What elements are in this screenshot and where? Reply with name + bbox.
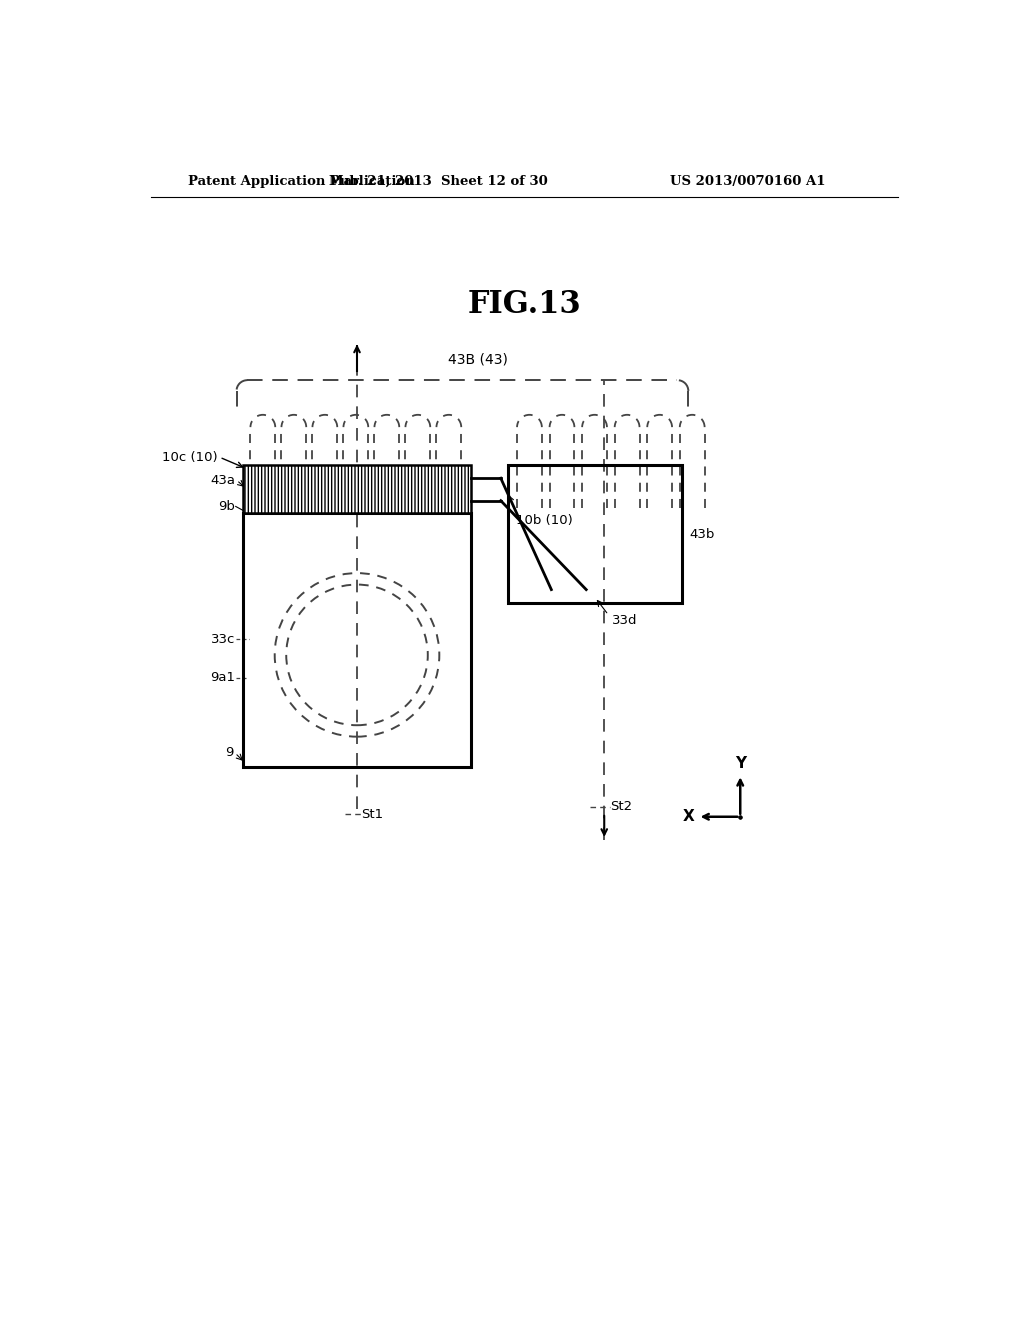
Text: FIG.13: FIG.13 — [468, 289, 582, 321]
Text: 43B (43): 43B (43) — [447, 352, 508, 367]
Bar — [508, 465, 682, 603]
Text: 10c (10): 10c (10) — [162, 450, 218, 463]
Text: 33c: 33c — [211, 634, 234, 645]
Text: St2: St2 — [610, 800, 633, 813]
Text: St1: St1 — [360, 808, 383, 821]
Text: 9b: 9b — [218, 500, 234, 513]
Text: 33d: 33d — [612, 614, 638, 627]
Text: Patent Application Publication: Patent Application Publication — [188, 176, 415, 187]
Text: US 2013/0070160 A1: US 2013/0070160 A1 — [671, 176, 826, 187]
Text: Mar. 21, 2013  Sheet 12 of 30: Mar. 21, 2013 Sheet 12 of 30 — [329, 176, 548, 187]
Bar — [243, 512, 471, 767]
Text: 43a: 43a — [210, 474, 234, 487]
Bar — [243, 465, 471, 512]
Text: 43b: 43b — [690, 528, 715, 541]
Text: 9a1: 9a1 — [210, 672, 234, 685]
Text: Y: Y — [734, 756, 745, 771]
Text: 9: 9 — [225, 746, 233, 759]
Text: 10b (10): 10b (10) — [516, 513, 573, 527]
Text: X: X — [682, 809, 694, 824]
